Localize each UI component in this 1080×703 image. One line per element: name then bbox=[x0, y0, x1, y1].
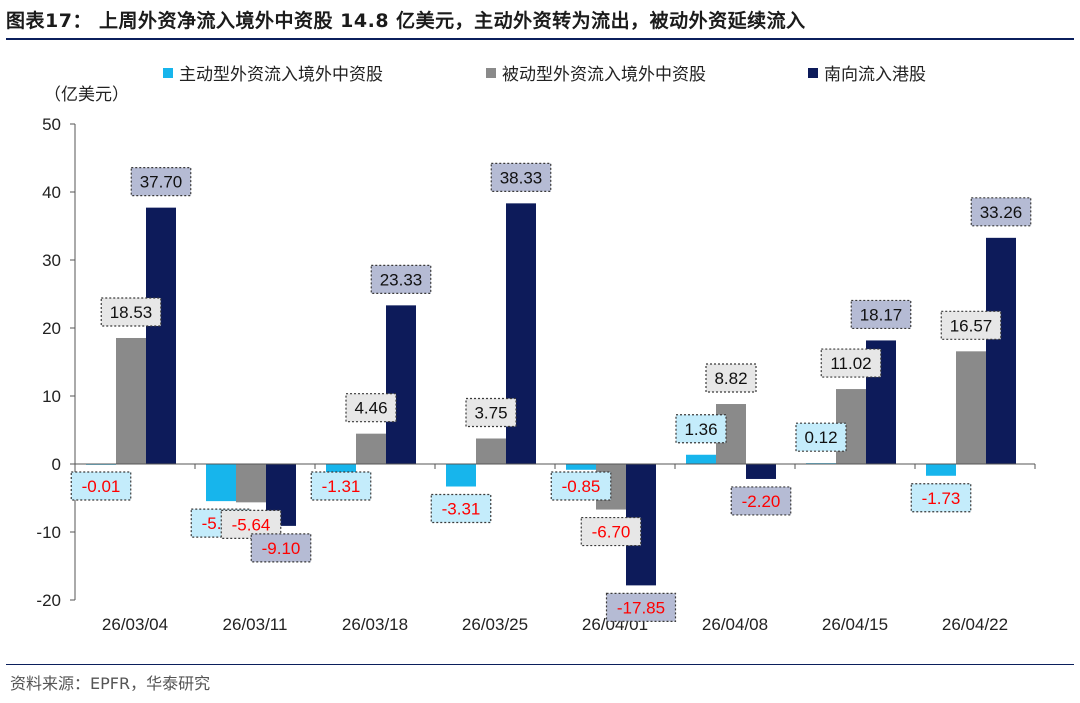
y-tick-label: 20 bbox=[42, 319, 61, 338]
data-label-active-box bbox=[310, 471, 372, 501]
category-label: 26/04/08 bbox=[702, 615, 768, 634]
data-label-southbound-box bbox=[490, 162, 552, 192]
data-label-passive-box bbox=[820, 348, 882, 378]
bar-active bbox=[566, 464, 596, 470]
legend-item-southbound: 南向流入港股 bbox=[808, 60, 926, 85]
category-label: 26/04/15 bbox=[822, 615, 888, 634]
bar-passive bbox=[956, 351, 986, 464]
legend-swatch-southbound bbox=[808, 67, 818, 78]
category-label: 26/03/04 bbox=[102, 615, 168, 634]
bar-southbound bbox=[386, 305, 416, 464]
bar-southbound bbox=[746, 464, 776, 479]
y-tick-label: 40 bbox=[42, 183, 61, 202]
data-label-active-box bbox=[430, 493, 492, 524]
data-label-southbound: -9.10 bbox=[262, 539, 301, 558]
y-tick-label: -10 bbox=[36, 523, 61, 542]
data-label-southbound: 38.33 bbox=[500, 168, 543, 187]
bar-passive bbox=[116, 337, 146, 464]
data-label-southbound: 18.17 bbox=[860, 305, 903, 324]
data-label-passive-box bbox=[940, 310, 1002, 340]
y-tick-label: 10 bbox=[42, 387, 61, 406]
data-label-southbound-box bbox=[970, 197, 1032, 227]
data-label-southbound: -2.20 bbox=[742, 492, 781, 511]
data-label-passive: -5.64 bbox=[232, 515, 271, 534]
data-label-southbound-box bbox=[370, 264, 432, 294]
data-label-passive: 18.53 bbox=[110, 303, 153, 322]
bar-active bbox=[686, 454, 716, 464]
bar-active bbox=[926, 464, 956, 476]
data-label-active-box bbox=[675, 414, 727, 444]
legend-swatch-passive bbox=[486, 67, 496, 78]
data-label-southbound: 23.33 bbox=[380, 270, 423, 289]
legend-label-passive: 被动型外资流入境外中资股 bbox=[502, 65, 706, 85]
data-label-passive-box bbox=[345, 393, 397, 423]
legend-label-active: 主动型外资流入境外中资股 bbox=[179, 65, 383, 85]
data-label-active: 1.36 bbox=[684, 420, 717, 439]
data-label-southbound: 37.70 bbox=[140, 173, 183, 192]
data-label-passive: 16.57 bbox=[950, 316, 993, 335]
data-label-southbound: -17.85 bbox=[617, 598, 665, 617]
data-label-southbound-box bbox=[605, 592, 677, 622]
data-label-active: -1.73 bbox=[922, 489, 961, 508]
category-label: 26/03/25 bbox=[462, 615, 528, 634]
data-label-passive: -6.70 bbox=[592, 523, 631, 542]
bar-southbound bbox=[146, 207, 176, 464]
data-label-southbound-box bbox=[730, 486, 792, 516]
y-axis-unit: （亿美元） bbox=[44, 85, 129, 105]
y-tick-label: 0 bbox=[52, 455, 61, 474]
data-label-active-box bbox=[795, 422, 847, 452]
data-label-passive: 11.02 bbox=[830, 354, 871, 373]
data-label-passive-box bbox=[220, 509, 282, 539]
data-label-active: -0.85 bbox=[562, 477, 601, 496]
data-label-passive-box bbox=[705, 363, 757, 393]
data-label-active: -0.01 bbox=[82, 477, 121, 496]
data-label-passive-box bbox=[465, 397, 517, 428]
legend-label-southbound: 南向流入港股 bbox=[824, 65, 926, 85]
bar-passive bbox=[236, 464, 266, 503]
bar-active bbox=[446, 464, 476, 487]
data-label-southbound-box bbox=[850, 299, 912, 330]
data-label-active-box bbox=[910, 483, 972, 513]
data-label-passive: 3.75 bbox=[474, 404, 507, 423]
data-label-passive: 8.82 bbox=[714, 369, 747, 388]
bar-chart: -20 -10 0 10 20 30 40 50 26/03/04 26/03/11 26/03/1… bbox=[36, 115, 1036, 634]
data-label-passive-box bbox=[580, 516, 642, 547]
y-tick-label: 30 bbox=[42, 251, 61, 270]
data-label-active-box bbox=[70, 471, 132, 501]
category-label: 26/03/11 bbox=[223, 615, 288, 634]
data-label-active: -1.31 bbox=[322, 477, 361, 496]
bar-active bbox=[326, 464, 356, 473]
bar-passive bbox=[356, 433, 386, 464]
legend-swatch-active bbox=[163, 67, 173, 78]
y-tick-label: -20 bbox=[36, 591, 61, 610]
data-label-southbound-box bbox=[250, 533, 312, 563]
legend-item-passive: 被动型外资流入境外中资股 bbox=[486, 60, 706, 85]
legend-item-active: 主动型外资流入境外中资股 bbox=[163, 60, 383, 85]
source-note: 资料来源：EPFR，华泰研究 bbox=[10, 674, 211, 693]
data-label-active: 0.12 bbox=[804, 428, 837, 447]
bar-southbound bbox=[986, 237, 1016, 464]
category-label: 26/04/22 bbox=[942, 615, 1008, 634]
data-label-active: -3.31 bbox=[442, 500, 481, 519]
y-tick-label: 50 bbox=[42, 115, 61, 134]
legend: 主动型外资流入境外中资股 被动型外资流入境外中资股 南向流入港股 bbox=[0, 60, 1080, 85]
title-divider bbox=[6, 38, 1074, 40]
bar-active bbox=[206, 464, 236, 502]
data-label-southbound-box bbox=[130, 167, 192, 197]
chart-title: 图表17： 上周外资净流入境外中资股 14.8 亿美元，主动外资转为流出，被动外… bbox=[6, 10, 806, 32]
category-label: 26/03/18 bbox=[342, 615, 408, 634]
bar-passive bbox=[476, 438, 506, 464]
data-label-passive-box bbox=[100, 297, 162, 327]
data-label-southbound: 33.26 bbox=[980, 203, 1023, 222]
source-divider bbox=[6, 664, 1074, 665]
data-label-active-box bbox=[550, 471, 612, 501]
data-label-passive: 4.46 bbox=[354, 399, 387, 418]
